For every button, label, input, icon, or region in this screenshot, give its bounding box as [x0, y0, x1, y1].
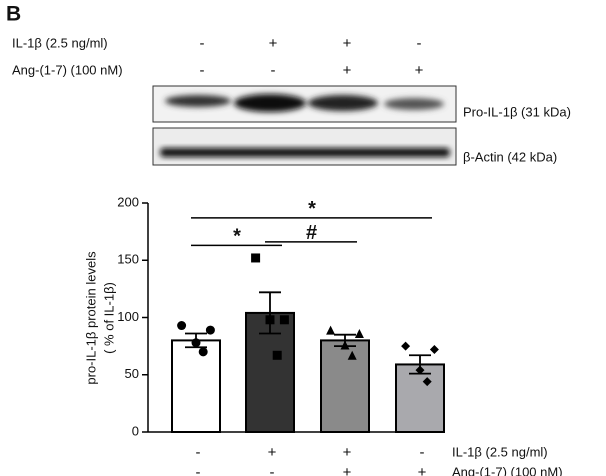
treatment-sign: + [415, 62, 424, 79]
panel-label: B [6, 3, 21, 26]
data-point [401, 341, 411, 351]
condition-sign: - [270, 464, 275, 476]
y-tick-label: 200 [117, 194, 139, 209]
data-point [251, 253, 261, 263]
data-point [198, 347, 208, 357]
treatment-label: IL-1β (2.5 ng/ml) [12, 35, 108, 50]
blot-bands [165, 94, 444, 112]
treatment-sign: + [343, 35, 352, 52]
y-axis-title: ( % of IL-1β) [101, 282, 116, 354]
y-tick-label: 100 [117, 309, 139, 324]
condition-label: IL-1β (2.5 ng/ml) [452, 444, 548, 459]
data-point [272, 350, 282, 360]
treatment-sign: - [200, 35, 205, 52]
y-tick-label: 0 [132, 423, 139, 438]
data-point [415, 365, 425, 375]
data-point [422, 377, 432, 387]
condition-sign: + [343, 444, 352, 461]
data-point [191, 338, 201, 348]
condition-sign: + [418, 464, 427, 476]
treatment-label: Ang-(1-7) (100 nM) [12, 62, 123, 77]
condition-label: Ang-(1-7) (100 nM) [452, 464, 563, 476]
data-point [326, 325, 336, 335]
treatment-sign: - [271, 62, 276, 79]
significance-label: # [306, 222, 317, 244]
condition-sign: - [196, 464, 201, 476]
blot-label: β-Actin (42 kDa) [463, 149, 557, 164]
blot-label: Pro-IL-1β (31 kDa) [463, 104, 571, 119]
bar [320, 339, 370, 433]
data-point [279, 315, 289, 325]
data-point [265, 315, 275, 325]
treatment-sign: + [269, 35, 278, 52]
condition-sign: + [343, 464, 352, 476]
y-axis-title: pro-IL-1β protein levels [83, 251, 98, 385]
condition-sign: - [420, 444, 425, 461]
y-tick-label: 50 [125, 366, 139, 381]
data-point [340, 340, 350, 350]
bar [395, 363, 445, 434]
treatment-sign: - [417, 35, 422, 52]
significance-label: * [308, 198, 316, 220]
data-point [205, 325, 215, 335]
bar [171, 339, 221, 433]
data-point [177, 321, 187, 331]
treatment-sign: - [200, 62, 205, 79]
condition-sign: + [268, 444, 277, 461]
blot-bands [160, 148, 450, 157]
y-tick-label: 150 [117, 252, 139, 267]
error-bar [259, 291, 281, 335]
blot-frame [152, 127, 457, 166]
data-point [429, 345, 439, 355]
data-point [354, 329, 364, 339]
treatment-sign: + [343, 62, 352, 79]
significance-label: * [233, 226, 241, 248]
data-point [347, 350, 357, 360]
condition-sign: - [196, 444, 201, 461]
